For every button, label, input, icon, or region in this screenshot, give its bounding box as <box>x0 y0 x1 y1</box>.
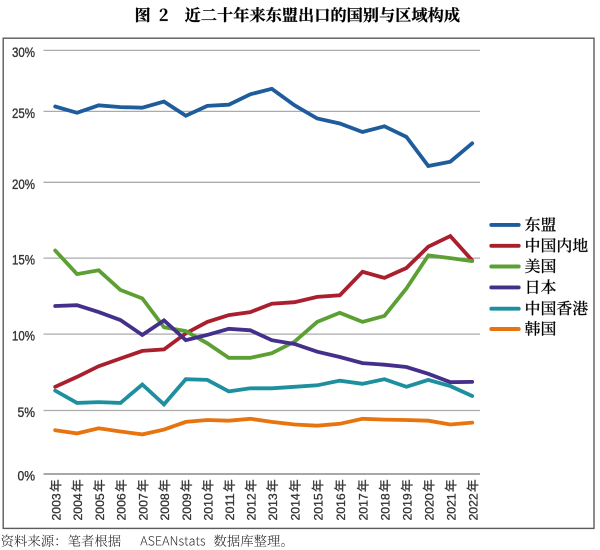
svg-text:2007: 2007 <box>137 493 151 520</box>
svg-text:2016: 2016 <box>334 493 348 520</box>
svg-text:2020: 2020 <box>423 493 437 520</box>
svg-text:2003: 2003 <box>49 493 63 520</box>
svg-text:25%: 25% <box>12 105 35 121</box>
svg-text:2019: 2019 <box>401 493 415 520</box>
svg-text:2005: 2005 <box>93 493 107 520</box>
svg-text:2012: 2012 <box>245 493 259 520</box>
svg-text:2006: 2006 <box>115 493 129 520</box>
svg-text:2010: 2010 <box>202 493 216 520</box>
svg-text:30%: 30% <box>12 44 35 60</box>
svg-text:2018: 2018 <box>379 493 393 520</box>
svg-text:2009: 2009 <box>180 493 194 520</box>
svg-text:20%: 20% <box>12 176 35 192</box>
svg-text:2021: 2021 <box>445 493 459 520</box>
svg-text:2017: 2017 <box>357 493 371 520</box>
svg-text:15%: 15% <box>12 252 35 268</box>
svg-text:2008: 2008 <box>158 493 172 520</box>
svg-text:2013: 2013 <box>266 493 280 520</box>
svg-text:2022: 2022 <box>466 493 480 520</box>
svg-text:0%: 0% <box>18 468 36 484</box>
svg-text:2004: 2004 <box>71 493 85 520</box>
svg-text:2014: 2014 <box>289 493 303 520</box>
svg-text:5%: 5% <box>18 404 36 420</box>
svg-text:10%: 10% <box>12 328 35 344</box>
svg-text:2015: 2015 <box>311 493 325 520</box>
svg-text:2011: 2011 <box>223 493 237 520</box>
